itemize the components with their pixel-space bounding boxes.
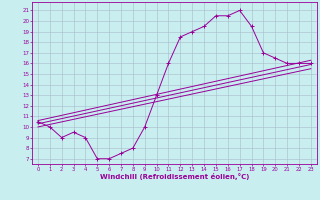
- X-axis label: Windchill (Refroidissement éolien,°C): Windchill (Refroidissement éolien,°C): [100, 173, 249, 180]
